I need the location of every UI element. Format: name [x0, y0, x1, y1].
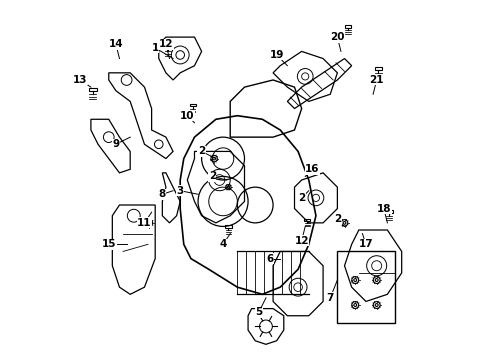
Text: 18: 18 [376, 203, 390, 213]
Text: 13: 13 [73, 75, 87, 85]
Text: 12: 12 [294, 236, 308, 246]
Text: 21: 21 [368, 75, 383, 85]
Text: 11: 11 [137, 218, 151, 228]
Text: 9: 9 [112, 139, 119, 149]
Text: 10: 10 [180, 111, 194, 121]
Text: 2: 2 [297, 193, 305, 203]
Text: 2: 2 [198, 147, 205, 157]
Bar [337, 251, 394, 323]
Text: 4: 4 [219, 239, 226, 249]
Text: 5: 5 [255, 307, 262, 317]
Text: 17: 17 [358, 239, 372, 249]
Text: 19: 19 [269, 50, 283, 60]
Text: 2: 2 [208, 171, 216, 181]
Text: 8: 8 [159, 189, 165, 199]
Text: 20: 20 [329, 32, 344, 42]
Text: 1: 1 [151, 43, 159, 53]
Text: 15: 15 [102, 239, 116, 249]
Text: 2: 2 [333, 214, 340, 224]
Text: 12: 12 [158, 39, 173, 49]
Text: 3: 3 [176, 186, 183, 196]
Text: 6: 6 [265, 253, 273, 264]
Text: 14: 14 [108, 39, 123, 49]
Text: 16: 16 [305, 164, 319, 174]
Text: 7: 7 [326, 293, 333, 303]
